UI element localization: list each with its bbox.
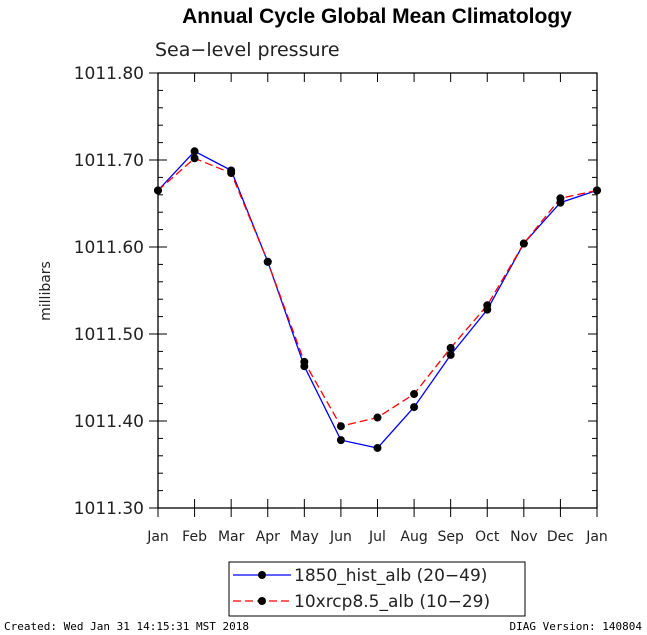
- series-2-point: [336, 422, 345, 431]
- series-1-point: [336, 436, 345, 445]
- legend-box: [228, 561, 526, 617]
- legend-label-1: 1850_hist_alb (20−49): [294, 566, 487, 586]
- series-2-point: [227, 169, 236, 178]
- series-2-point: [373, 413, 382, 422]
- x-tick-label: Apr: [256, 529, 280, 545]
- y-tick-label: 1011.50: [74, 325, 144, 345]
- x-tick-label: Jan: [146, 529, 169, 545]
- series-2-point: [154, 186, 162, 195]
- y-tick-label: 1011.40: [74, 412, 144, 432]
- series-line-2: [157, 157, 598, 427]
- series-2-point: [519, 239, 528, 248]
- y-tick-label: 1011.30: [74, 499, 144, 519]
- x-tick-label: Mar: [218, 529, 245, 545]
- series-1-point: [373, 443, 382, 452]
- series-2-point: [446, 343, 455, 352]
- x-tick-label: Aug: [400, 529, 427, 545]
- footer-created: Created: Wed Jan 31 14:15:31 MST 2018: [4, 620, 249, 633]
- series-2-point: [263, 257, 272, 266]
- series-2-point: [300, 357, 309, 366]
- y-tick-label: 1011.60: [74, 238, 144, 258]
- series-layer: [154, 147, 601, 452]
- y-axis-label: millibars: [38, 261, 54, 321]
- x-tick-label: May: [290, 529, 319, 545]
- x-tick-label: Sep: [437, 529, 464, 545]
- chart-title: Annual Cycle Global Mean Climatology: [182, 5, 572, 28]
- chart-subtitle: Sea−level pressure: [155, 39, 340, 61]
- x-tick-label: Jun: [329, 529, 352, 545]
- series-2-point: [410, 390, 419, 399]
- x-tick-label: Jul: [368, 529, 386, 545]
- y-axis: 1011.30 1011.40 1011.50 1011.60 1011.70 1011.…: [74, 64, 597, 519]
- plot-frame: [157, 72, 598, 509]
- series-2-point: [556, 194, 565, 203]
- footer-version: DIAG Version: 140804: [510, 620, 643, 633]
- legend: 1850_hist_alb (20−49) 10xrcp8.5_alb (10−2…: [228, 561, 526, 617]
- legend-marker-2: [258, 597, 266, 605]
- series-2-point: [593, 186, 601, 195]
- y-tick-label: 1011.80: [74, 64, 144, 84]
- legend-marker-1: [258, 571, 266, 579]
- x-tick-label: Nov: [510, 529, 537, 545]
- series-1-point: [410, 403, 419, 412]
- series-1-point: [446, 350, 455, 359]
- x-tick-label: Oct: [475, 529, 500, 545]
- x-tick-label: Dec: [547, 529, 574, 545]
- x-tick-label: Jan: [585, 529, 608, 545]
- series-2-point: [483, 301, 492, 310]
- series-1-point: [190, 147, 199, 156]
- x-axis: Jan Feb Mar Apr May Jun Jul Aug Sep Oct Nov Dec Jan: [146, 73, 608, 545]
- series-line-1: [157, 150, 598, 449]
- legend-label-2: 10xrcp8.5_alb (10−29): [294, 592, 490, 612]
- x-tick-label: Feb: [182, 529, 207, 545]
- y-tick-label: 1011.70: [74, 151, 144, 171]
- series-2-point: [190, 154, 199, 163]
